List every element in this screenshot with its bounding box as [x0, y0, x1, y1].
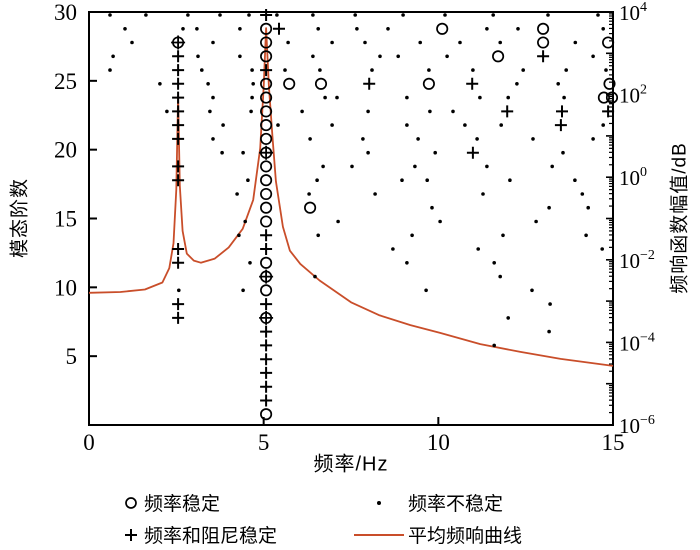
- legend: 频率稳定 频率不稳定 频率和阻尼稳定 平均频响曲线: [118, 489, 522, 548]
- svg-text:15: 15: [54, 207, 77, 232]
- series-plus: [172, 9, 615, 407]
- legend-plus-marker-icon: [118, 527, 144, 543]
- legend-label-freq-stable: 频率稳定: [144, 494, 221, 515]
- legend-circle-marker-icon: [118, 495, 144, 511]
- chart-canvas: 0 5 10 15 5 10 15 20 25 30 104 102 100 10−2 10−4 10−6: [54, 0, 655, 455]
- svg-text:10: 10: [54, 275, 77, 300]
- legend-line-marker-icon: [350, 531, 408, 539]
- frf-curve: [88, 27, 614, 367]
- series-circle: [260, 22, 619, 421]
- series-dot: [108, 13, 608, 348]
- svg-text:10−4: 10−4: [619, 330, 655, 355]
- svg-text:104: 104: [619, 0, 647, 25]
- series-circle_plus: [171, 35, 274, 325]
- svg-text:10−6: 10−6: [619, 413, 655, 438]
- legend-label-freq-unstable: 频率不稳定: [408, 494, 504, 515]
- x-axis-ticks: 0 5 10 15: [83, 417, 625, 455]
- svg-text:10−2: 10−2: [619, 248, 655, 273]
- svg-text:25: 25: [54, 69, 77, 94]
- y-axis-label-left: 模态阶数: [9, 177, 31, 259]
- svg-text:30: 30: [54, 0, 77, 25]
- svg-text:20: 20: [54, 138, 77, 163]
- svg-text:10: 10: [427, 430, 450, 455]
- y-axis-label-right: 频响函数幅值/dB: [669, 142, 691, 294]
- svg-text:102: 102: [619, 83, 647, 108]
- svg-text:15: 15: [602, 430, 625, 455]
- legend-dot-marker-icon: [350, 495, 408, 511]
- svg-text:100: 100: [619, 165, 647, 190]
- x-axis-label: 频率/Hz: [313, 453, 389, 476]
- y-axis-left-ticks: 5 10 15 20 25 30: [54, 0, 97, 369]
- svg-text:5: 5: [66, 344, 78, 369]
- svg-text:0: 0: [83, 430, 95, 455]
- axes-frame: [88, 11, 614, 426]
- legend-label-avg-frf: 平均频响曲线: [408, 526, 523, 547]
- svg-text:5: 5: [258, 430, 270, 455]
- legend-label-freq-damp-stable: 频率和阻尼稳定: [144, 526, 278, 547]
